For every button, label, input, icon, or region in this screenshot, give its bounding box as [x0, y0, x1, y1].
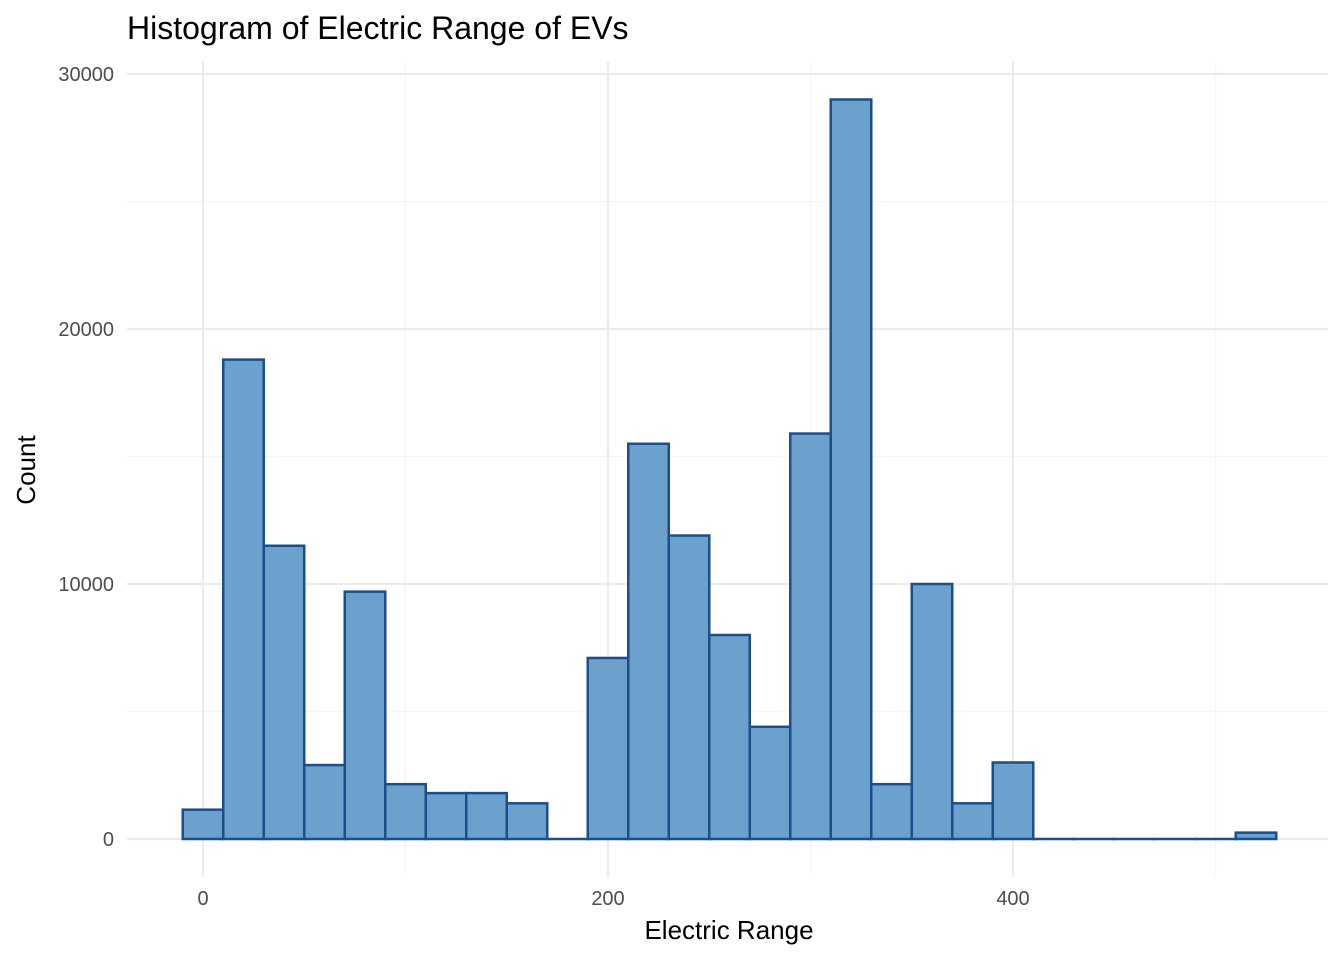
histogram-bar	[343, 590, 387, 841]
tick-labels-layer: 0 10000 20000 30000 0 200 400	[58, 64, 1029, 910]
y-axis-label: Count	[11, 435, 41, 505]
histogram-bar	[910, 582, 954, 841]
histogram-bar	[951, 802, 994, 841]
histogram-bar	[991, 761, 1035, 841]
x-tick-label: 0	[197, 888, 208, 910]
y-tick-label: 30000	[58, 64, 114, 86]
histogram-bar	[586, 656, 630, 841]
histogram-bar	[505, 802, 549, 841]
histogram-bar	[789, 432, 832, 841]
histogram-bar	[181, 808, 225, 841]
x-axis-label: Electric Range	[644, 915, 813, 945]
histogram-bar	[870, 782, 913, 841]
x-tick-label: 400	[996, 888, 1029, 910]
histogram-bar	[303, 763, 346, 841]
histogram-bar	[708, 633, 751, 841]
histogram-bar	[465, 791, 508, 841]
histogram-bar	[262, 544, 306, 841]
histogram-bar	[222, 358, 265, 841]
histogram-bar	[627, 442, 670, 841]
y-tick-label: 0	[103, 829, 114, 851]
bars-layer	[181, 98, 1278, 841]
histogram-bar	[424, 791, 468, 841]
chart-title: Histogram of Electric Range of EVs	[127, 10, 629, 46]
y-tick-label: 20000	[58, 319, 114, 341]
histogram-bar	[384, 782, 427, 841]
histogram-bar	[829, 98, 873, 841]
histogram-bar	[1234, 831, 1278, 841]
x-tick-label: 200	[591, 888, 624, 910]
histogram-bar	[748, 725, 792, 841]
y-tick-label: 10000	[58, 574, 114, 596]
histogram-bar	[667, 534, 711, 841]
